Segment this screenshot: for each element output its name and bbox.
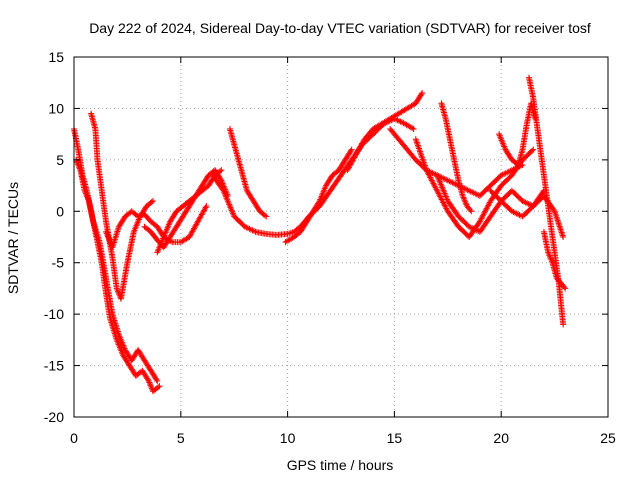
data-point [81, 187, 88, 194]
data-points [71, 74, 569, 395]
data-point [203, 203, 210, 210]
data-point-marker [217, 176, 224, 183]
data-point [560, 321, 567, 328]
data-point-marker [146, 380, 153, 387]
data-point-marker [548, 258, 555, 265]
data-point [545, 249, 552, 256]
x-tick-label: 10 [280, 430, 296, 446]
data-point-marker [547, 255, 554, 262]
data-point-marker [409, 125, 416, 132]
y-axis-label: SDTVAR / TECUs [5, 182, 21, 294]
data-point [263, 213, 270, 220]
data-point [145, 378, 152, 384]
x-tick-label: 20 [493, 430, 509, 446]
data-point-marker [462, 200, 469, 207]
data-point-marker [148, 383, 155, 390]
data-point-marker [73, 158, 80, 165]
data-point [468, 208, 475, 215]
y-tick-label: -20 [44, 409, 64, 425]
data-point [156, 383, 163, 390]
series-track-i [282, 146, 355, 246]
y-tick-label: 0 [56, 203, 64, 219]
data-point-marker [548, 256, 555, 263]
data-point [410, 126, 417, 132]
axis-ticks: 0 5 10 15 20 25 -20 -15 -10 -5 0 5 10 15 [44, 49, 616, 446]
series-track-p [487, 187, 567, 240]
data-point-marker [155, 384, 162, 391]
data-point-marker [76, 164, 83, 171]
data-point-marker [85, 196, 92, 203]
y-tick-label: -5 [52, 255, 65, 271]
series-track-c [88, 110, 157, 302]
data-point [419, 90, 426, 96]
data-point-marker [74, 161, 81, 168]
x-tick-label: 25 [600, 430, 616, 446]
data-point-marker [529, 147, 536, 154]
data-point [530, 146, 537, 153]
x-tick-label: 0 [70, 430, 78, 446]
series-track-h [226, 126, 270, 220]
data-point [113, 285, 120, 292]
data-point-marker [460, 195, 467, 202]
y-tick-label: 15 [48, 49, 64, 65]
data-point-marker [547, 253, 554, 260]
data-point [218, 167, 225, 174]
y-tick-label: 5 [56, 152, 64, 168]
data-point-marker [84, 193, 91, 200]
data-point-marker [76, 165, 83, 172]
data-point-marker [561, 284, 568, 291]
y-tick-label: -15 [44, 358, 64, 374]
data-point-marker [217, 168, 224, 175]
data-point-marker [147, 382, 154, 389]
data-point [560, 234, 567, 240]
data-point-marker [462, 198, 469, 205]
data-point [459, 192, 466, 199]
series-track-f [154, 167, 225, 256]
x-axis-label: GPS time / hours [287, 457, 394, 473]
data-point-marker [83, 192, 90, 199]
data-point-marker [82, 190, 89, 197]
series-track-o [438, 100, 475, 215]
data-point-marker [347, 147, 354, 154]
data-point-marker [114, 286, 121, 293]
data-point [562, 285, 569, 292]
series-track-s [540, 228, 569, 292]
data-point-marker [82, 189, 89, 196]
data-point [348, 146, 355, 153]
data-point-marker [148, 199, 155, 206]
data-point-marker [202, 204, 209, 211]
data-point-marker [84, 195, 91, 202]
data-point-marker [546, 252, 553, 259]
data-point [154, 378, 161, 384]
data-point-marker [261, 212, 268, 219]
chart-title: Day 222 of 2024, Sidereal Day-to-day VTE… [89, 20, 591, 36]
series-track-r [525, 74, 567, 328]
data-point-marker [75, 162, 82, 169]
data-point-marker [467, 207, 474, 213]
y-tick-label: -10 [44, 306, 64, 322]
data-point-marker [74, 159, 81, 166]
data-point-marker [153, 376, 160, 383]
x-tick-label: 15 [387, 430, 403, 446]
series-track-k [344, 90, 426, 174]
y-tick-label: 10 [48, 100, 64, 116]
data-point-marker [545, 250, 552, 257]
data-point-marker [144, 376, 151, 383]
data-point-marker [146, 379, 153, 386]
data-point-marker [461, 197, 468, 204]
plot-frame [73, 56, 609, 418]
data-point [150, 198, 157, 204]
data-point-marker [418, 91, 425, 98]
data-point-marker [460, 194, 467, 201]
x-tick-label: 5 [177, 430, 185, 446]
